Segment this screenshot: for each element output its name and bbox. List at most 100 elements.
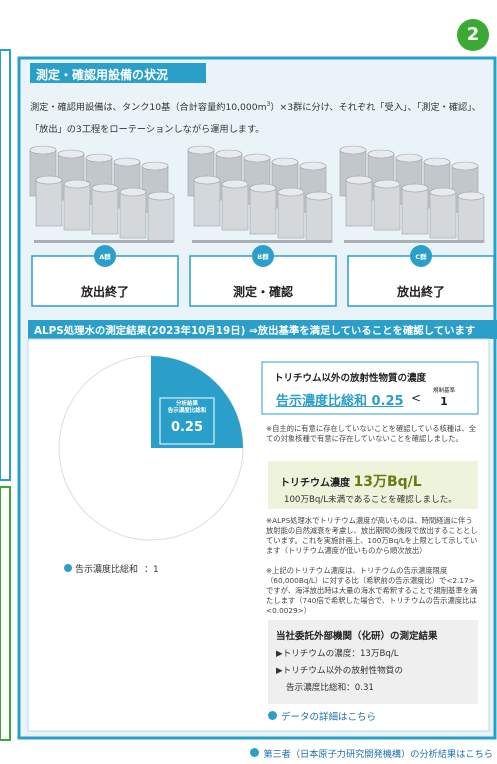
legend-swatch xyxy=(64,564,72,572)
badge-text: 2 xyxy=(466,24,480,45)
tank xyxy=(91,187,119,235)
tank-top xyxy=(221,179,249,189)
pipe xyxy=(344,240,484,243)
tank xyxy=(401,187,429,235)
text: ： xyxy=(144,565,154,575)
tank-top xyxy=(299,161,327,171)
box-title: トリチウム以外の放射性物質の濃度 xyxy=(274,373,427,384)
tank-top xyxy=(243,153,271,163)
legend: 告示濃度比総和 ：1 xyxy=(64,562,159,575)
tank-top xyxy=(451,161,479,171)
tank-top xyxy=(29,145,57,155)
pie-value: 0.25 xyxy=(170,420,204,435)
group-status: 測定・確認 xyxy=(232,285,293,299)
tank-top xyxy=(85,153,113,163)
tank-top xyxy=(215,149,243,159)
text: 告示濃度比総和：0.31 xyxy=(286,683,374,693)
group-label: C群 xyxy=(415,253,427,261)
pie-label-box xyxy=(159,397,215,445)
tank-top xyxy=(457,191,485,201)
note: ※ALPS処理水でトリチウム濃度が高いものは、時間経過に伴う放射能の自然減衰を考… xyxy=(266,516,478,555)
pipe xyxy=(34,240,174,243)
description: 測定・確認用設備は、タンク10基（合計容量約10,000m3）×3群に分け、それ… xyxy=(30,94,488,141)
pie-wedge xyxy=(151,356,243,448)
tank-top xyxy=(373,179,401,189)
details-link[interactable]: データの詳細はこちら xyxy=(268,709,376,723)
text: データの詳細はこちら xyxy=(281,712,377,723)
tank xyxy=(119,191,147,239)
legend-total: 1 xyxy=(153,565,159,575)
tank-top xyxy=(271,157,299,167)
tank-top xyxy=(193,175,221,185)
box xyxy=(268,461,478,509)
limit-label: 規制基準 xyxy=(432,388,455,394)
section-title: 測定・確認用設備の状況 xyxy=(36,68,169,82)
legend-label: 告示濃度比総和 xyxy=(75,565,139,575)
tank-top xyxy=(119,187,147,197)
tank xyxy=(249,187,277,235)
box xyxy=(268,620,478,704)
note: ※上記のトリチウム濃度は、トリチウムの告示濃度限度（60,000Bq/L）に対す… xyxy=(266,566,478,615)
tank xyxy=(193,179,221,227)
group-marker xyxy=(252,245,274,267)
badge xyxy=(457,19,489,51)
group-label: A群 xyxy=(99,253,111,261)
tank xyxy=(277,191,305,239)
text: 3 xyxy=(266,101,271,108)
text: ）×3群に分け、それぞれ「受入」、「測定・確認」、「放出」の3工程をローテーショ… xyxy=(30,102,481,136)
note: ※自主的に有意に存在していないことを確認している核種は、全ての対象核種で有意に存… xyxy=(266,424,476,443)
tank xyxy=(345,179,373,227)
tank-top xyxy=(429,187,457,197)
tank-top xyxy=(401,183,429,193)
tank xyxy=(373,183,401,231)
tank-top xyxy=(277,187,305,197)
tank-top xyxy=(367,149,395,159)
side-panel xyxy=(0,486,11,741)
tank-top xyxy=(141,161,169,171)
tank xyxy=(429,191,457,239)
text: 測定・確認用設備は、タンク10基（合計容量約10,000m xyxy=(30,102,267,114)
tritium-text: 100万Bq/L未満であることを確認しました。 xyxy=(284,495,457,505)
tank-top xyxy=(395,153,423,163)
text: トリチウム濃度 xyxy=(280,478,350,489)
results-bar xyxy=(28,320,497,339)
link-icon xyxy=(268,711,277,720)
tank xyxy=(35,179,63,227)
group-marker xyxy=(94,245,116,267)
tank-top xyxy=(249,183,277,193)
title-bar xyxy=(30,63,206,83)
box-main: 告示濃度比総和 0.25 xyxy=(276,394,404,409)
third-party-title: 当社委託外部機関（化研）の測定結果 xyxy=(276,631,438,642)
group-status: 放出終了 xyxy=(80,285,129,299)
link-icon xyxy=(250,748,260,757)
group-marker xyxy=(410,245,432,267)
tank-top xyxy=(63,179,91,189)
text: ▶トリチウムの濃度：13万Bq/L xyxy=(276,649,399,659)
tank-top xyxy=(305,191,333,201)
box xyxy=(261,361,479,415)
pie-label: 告示濃度比総和 xyxy=(167,408,207,414)
tank xyxy=(147,195,175,243)
tank-top xyxy=(339,145,367,155)
limit: 1 xyxy=(440,395,448,408)
tank-top xyxy=(187,145,215,155)
pipe xyxy=(192,240,332,243)
side-panel xyxy=(0,49,11,481)
tank xyxy=(221,183,249,231)
compare: < xyxy=(411,391,422,405)
footer-link[interactable]: 第三者（日本原子力研究開発機構）の分析結果はこちら xyxy=(250,746,493,760)
group-label: B群 xyxy=(257,253,269,261)
third-party-lines: ▶トリチウムの濃度：13万Bq/L ▶トリチウム以外の放射性物質の 告示濃度比総和：… xyxy=(276,646,403,697)
tank-top xyxy=(423,157,451,167)
tank-top xyxy=(35,175,63,185)
tank xyxy=(457,195,485,243)
tank-top xyxy=(57,149,85,159)
tritium-title: トリチウム濃度 13万Bq/L xyxy=(280,471,422,491)
tank-top xyxy=(147,191,175,201)
tank-top xyxy=(113,157,141,167)
tank xyxy=(305,195,333,243)
tritium-value: 13万Bq/L xyxy=(353,474,422,490)
pie-label: 分析結果 xyxy=(175,401,198,407)
